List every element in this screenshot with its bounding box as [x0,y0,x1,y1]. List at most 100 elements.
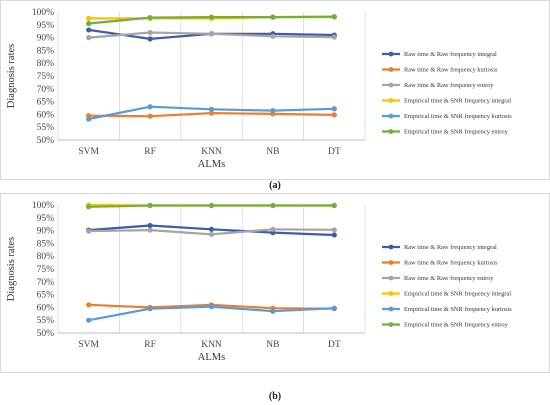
data-point [86,228,92,234]
chart-caption-b: (b) [268,391,282,402]
chart-panel-a: 50% 55% 60% 65% 70% 75% 80% 85% 90% 95% 100% SVM RF K… [0,0,550,180]
x-axis-title: ALMs [198,352,225,363]
data-point [331,232,337,238]
data-point [86,20,92,27]
data-point [208,202,215,209]
data-point [86,302,92,308]
x-tick-label: RF [144,340,156,350]
x-tick-label: RF [144,147,156,157]
data-point [147,222,153,229]
data-point [208,31,215,37]
legend-swatch-marker [388,129,394,134]
data-point [270,107,276,114]
y-tick-label: 50% [37,329,55,339]
y-tick-label: 100% [32,201,54,211]
data-point [270,202,276,209]
line-chart-a: 50% 55% 60% 65% 70% 75% 80% 85% 90% 95% 100% SVM RF K… [0,0,550,180]
legend-swatch-marker [388,244,394,250]
y-tick-label: 65% [37,291,55,301]
y-tick-label: 80% [37,252,55,262]
data-point [86,204,92,210]
data-point [270,33,276,39]
y-tick-label: 65% [37,98,55,108]
data-point [86,27,92,33]
data-point [147,202,153,209]
data-point [147,104,153,110]
legend-swatch-marker [388,82,394,88]
legend-label: Empirical time & SNR frequency kurtosis [404,306,512,313]
legend-label: Empirical time & SNR frequency kurtosis [404,113,512,120]
legend-label: Empirical time & SNR frequency integral [404,98,511,105]
data-point [86,317,92,323]
data-point [147,36,153,42]
y-tick-label: 70% [37,278,55,288]
y-tick-label: 95% [37,21,55,31]
x-tick-label: DT [328,340,341,350]
y-tick-label: 55% [37,123,55,133]
y-axis-title: Diagnosis rates [6,44,17,108]
data-point [331,34,337,40]
y-tick-label: 75% [37,265,55,275]
x-axis-title: ALMs [198,159,225,170]
legend-label: Raw time & Raw frequency entroy [404,82,494,89]
legend-label: Raw time & Raw frequency integral [404,244,497,251]
legend-swatch-marker [388,275,394,281]
data-point [208,14,215,20]
x-tick-label: SVM [78,340,99,350]
data-point [208,304,215,310]
x-tick-label: NB [266,340,279,350]
data-point [331,112,337,118]
y-tick-label: 75% [37,72,55,82]
legend-swatch-marker [388,306,394,312]
legend-label: Empirical time & SNR frequency integral [404,291,511,298]
legend-swatch-marker [388,260,394,265]
y-axis-title: Diagnosis rates [6,237,17,301]
y-tick-label: 60% [37,303,55,313]
data-point [270,308,276,314]
y-tick-label: 60% [37,110,55,120]
data-point [208,110,215,116]
legend-label: Raw time & Raw frequency entroy [404,275,494,282]
y-tick-label: 90% [37,34,55,44]
y-tick-label: 55% [37,316,55,326]
legend-swatch-marker [388,113,394,119]
x-tick-label: NB [266,147,279,157]
legend-label: Empirical time & SNR frequency entroy [404,129,509,136]
data-point [270,226,276,232]
data-point [147,113,153,119]
legend-swatch-marker [388,67,394,72]
data-point [86,116,92,122]
x-tick-label: SVM [78,147,99,157]
legend-label: Empirical time & SNR frequency entroy [404,322,509,329]
x-tick-label: KNN [201,340,222,350]
data-point [331,202,337,209]
data-point [331,14,337,20]
y-tick-label: 100% [32,8,54,18]
data-point [86,35,92,41]
data-point [331,227,337,233]
data-point [208,106,215,112]
y-tick-label: 50% [37,136,55,146]
y-tick-label: 90% [37,227,55,237]
line-chart-b: 50% 55% 60% 65% 70% 75% 80% 85% 90% 95% 100% SVM RF K… [0,193,550,373]
y-tick-label: 85% [37,239,55,249]
data-point [270,14,276,20]
chart-caption-a: (a) [269,180,281,191]
legend-label: Raw time & Raw frequency integral [404,51,497,58]
legend-swatch-marker [388,51,394,57]
data-point [147,306,153,312]
chart-panel-b: 50% 55% 60% 65% 70% 75% 80% 85% 90% 95% 100% SVM RF K… [0,193,550,373]
x-tick-label: KNN [201,147,222,157]
data-point [86,15,92,21]
data-point [208,226,215,232]
data-point [208,231,215,238]
data-point [147,15,153,21]
legend-swatch-marker [388,98,394,103]
legend-label: Raw time & Raw frequency kurtosis [404,260,498,267]
data-point [147,29,153,36]
data-point [331,106,337,112]
y-tick-label: 80% [37,59,55,69]
legend-label: Raw time & Raw frequency kurtosis [404,67,498,74]
y-tick-label: 85% [37,46,55,56]
y-tick-label: 95% [37,214,55,224]
